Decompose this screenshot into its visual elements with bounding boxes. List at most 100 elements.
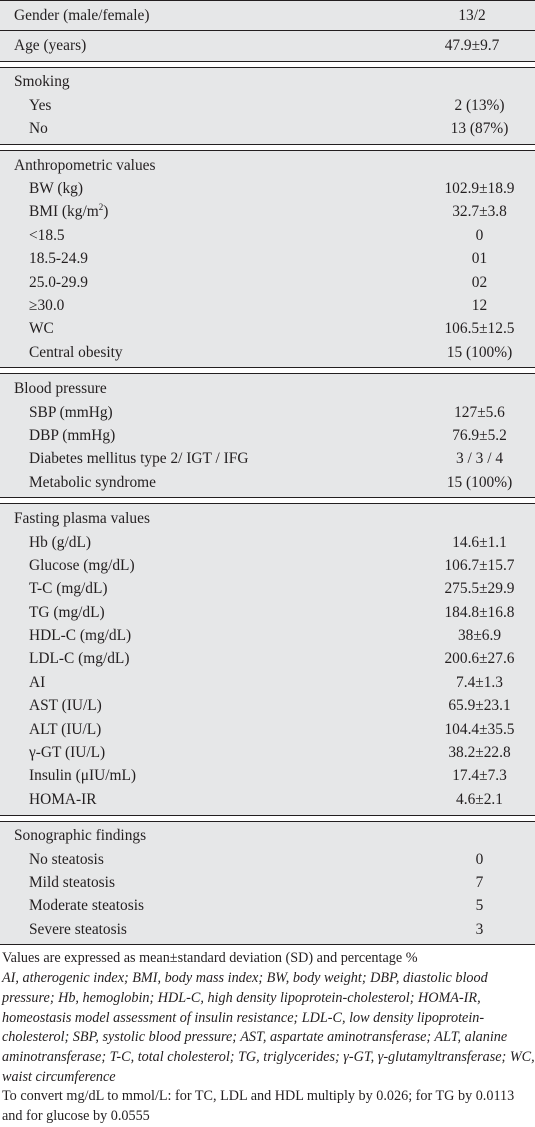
row-label-text: Yes — [29, 96, 52, 114]
row-value: 106.7±15.7 — [444, 556, 515, 574]
table-row: γ-GT (IU/L) 38.2±22.8 — [0, 741, 535, 764]
row-label: No steatosis — [0, 851, 424, 869]
row-value: 184.8±16.8 — [444, 603, 515, 621]
row-label: HOMA-IR — [0, 791, 424, 809]
row-label: Metabolic syndrome — [0, 474, 424, 492]
group-header-row: Sonographic findings — [0, 825, 535, 848]
group-header-row: Fasting plasma values — [0, 507, 535, 530]
table-group: Anthropometric values BW (kg) 102.9±18.9 BM… — [0, 149, 535, 369]
row-label-text: Glucose (mg/dL) — [29, 556, 135, 574]
row-label-text: BW (kg) — [29, 180, 84, 198]
row-value: 13/2 — [458, 6, 486, 24]
table-row: Metabolic syndrome 15 (100%) — [0, 471, 535, 494]
row-label: 25.0-29.9 — [0, 274, 424, 292]
row-label: 18.5-24.9 — [0, 250, 424, 268]
row-label: Moderate steatosis — [0, 897, 424, 915]
table-row: BMI (kg/m2) 32.7±3.8 — [0, 201, 535, 224]
row-value: 106.5±12.5 — [444, 320, 515, 338]
table-row: HOMA-IR 4.6±2.1 — [0, 788, 535, 811]
row-label-text: SBP (mmHg) — [29, 403, 113, 421]
table-row: No steatosis 0 — [0, 848, 535, 871]
row-label-text: DBP (mmHg) — [29, 426, 116, 444]
table-group: Smoking Yes 2 (13%) No 13 (87%) — [0, 66, 535, 145]
row-value: 38±6.9 — [457, 627, 502, 645]
row-label: AST (IU/L) — [0, 697, 424, 715]
row-value: 102.9±18.9 — [444, 180, 515, 198]
row-label: SBP (mmHg) — [0, 404, 424, 422]
table-row: ≥30.0 12 — [0, 294, 535, 317]
row-label: Age (years) — [0, 37, 409, 55]
row-label: LDL-C (mg/dL) — [0, 650, 424, 668]
table-row: AI 7.4±1.3 — [0, 671, 535, 694]
row-value: 7 — [475, 873, 484, 891]
row-label: Hb (g/dL) — [0, 534, 424, 552]
row-label: TG (mg/dL) — [0, 604, 424, 622]
table-row: Severe steatosis 3 — [0, 918, 535, 941]
row-label: Mild steatosis — [0, 874, 424, 892]
table-row: 18.5-24.9 01 — [0, 248, 535, 271]
row-label-text: Hb (g/dL) — [29, 533, 91, 551]
group-header: Smoking — [14, 73, 70, 91]
table-row: Moderate steatosis 5 — [0, 895, 535, 918]
row-value: 0 — [475, 226, 484, 244]
group-header-row: Anthropometric values — [0, 154, 535, 177]
values-note: Values are expressed as mean±standard de… — [2, 950, 418, 967]
row-label-text: No — [29, 120, 48, 138]
table-row: DBP (mmHg) 76.9±5.2 — [0, 424, 535, 447]
table-row: Mild steatosis 7 — [0, 871, 535, 894]
row-label-text: TG (mg/dL) — [29, 603, 105, 621]
row-value: 2 (13%) — [454, 96, 505, 114]
table-footnotes: Values are expressed as mean±standard de… — [0, 945, 535, 1126]
row-label-text: γ-GT (IU/L) — [29, 744, 106, 762]
table-row: Hb (g/dL) 14.6±1.1 — [0, 531, 535, 554]
row-label-suffix: ) — [103, 203, 109, 221]
row-label-text: Insulin (μIU/mL) — [29, 767, 136, 785]
row-label: No — [0, 120, 424, 138]
abbreviations-note: AI, atherogenic index; BMI, body mass in… — [2, 970, 535, 1085]
row-value: 14.6±1.1 — [452, 533, 507, 551]
row-value: 32.7±3.8 — [452, 203, 507, 221]
row-value: 0 — [475, 850, 484, 868]
row-label-text: Central obesity — [29, 343, 123, 361]
table-row: Central obesity 15 (100%) — [0, 341, 535, 364]
table-row: WC 106.5±12.5 — [0, 318, 535, 341]
row-value: 17.4±7.3 — [452, 767, 507, 785]
row-label-text: 18.5-24.9 — [29, 250, 88, 268]
row-label: Gender (male/female) — [0, 7, 409, 25]
row-value: 127±5.6 — [454, 403, 505, 421]
table-row: Yes 2 (13%) — [0, 94, 535, 117]
row-label: WC — [0, 320, 424, 338]
table-row: <18.5 0 — [0, 224, 535, 247]
row-label: AI — [0, 674, 424, 692]
row-label-text: Mild steatosis — [29, 873, 115, 891]
row-value: 15 (100%) — [446, 473, 513, 491]
row-label: DBP (mmHg) — [0, 427, 424, 445]
row-value: 275.5±29.9 — [444, 580, 515, 598]
characteristics-table: Gender (male/female) 13/2 Age (years) 47.9±… — [0, 0, 535, 946]
row-label: HDL-C (mg/dL) — [0, 627, 424, 645]
row-label: Diabetes mellitus type 2/ IGT / IFG — [0, 450, 424, 468]
row-label-text: T-C (mg/dL) — [29, 580, 108, 598]
table-group: Sonographic findings No steatosis 0 Mild st… — [0, 820, 535, 946]
table-row: AST (IU/L) 65.9±23.1 — [0, 695, 535, 718]
row-value: 65.9±23.1 — [448, 697, 511, 715]
row-label-text: ALT (IU/L) — [29, 720, 102, 738]
row-label: BW (kg) — [0, 180, 424, 198]
row-value: 3 — [475, 920, 484, 938]
table-row: Insulin (μIU/mL) 17.4±7.3 — [0, 765, 535, 788]
row-value: 01 — [471, 250, 488, 268]
table-row: Glucose (mg/dL) 106.7±15.7 — [0, 554, 535, 577]
row-label-text: Age (years) — [14, 37, 87, 55]
row-value: 12 — [471, 296, 488, 314]
row-label-text: BMI (kg/m — [29, 203, 99, 221]
table-group: Fasting plasma values Hb (g/dL) 14.6±1.1 Gl… — [0, 503, 535, 816]
table-group: Blood pressure SBP (mmHg) 127±5.6 DBP (mmHg… — [0, 373, 535, 499]
row-label: Yes — [0, 97, 424, 115]
table-row: No 13 (87%) — [0, 118, 535, 141]
table-group: Age (years) 47.9±9.7 — [0, 31, 535, 62]
table-row: Gender (male/female) 13/2 — [0, 4, 535, 27]
row-label-text: Gender (male/female) — [14, 6, 150, 24]
row-label: ALT (IU/L) — [0, 721, 424, 739]
row-label: ≥30.0 — [0, 297, 424, 315]
row-label-text: WC — [29, 320, 54, 338]
